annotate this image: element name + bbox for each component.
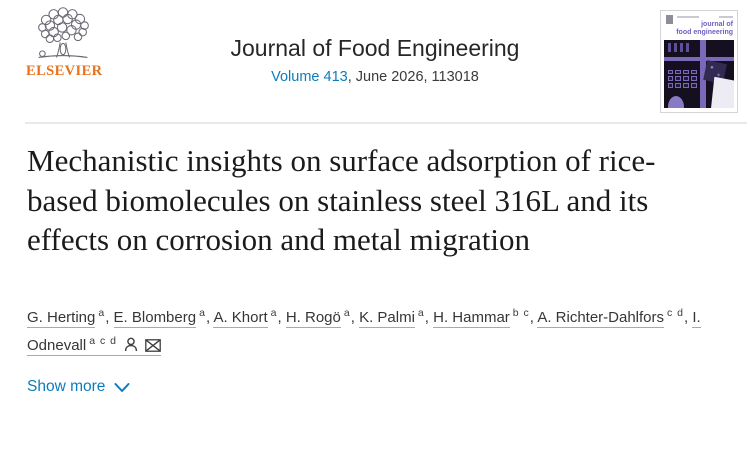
article-title: Mechanistic insights on surface adsorpti… <box>27 143 656 258</box>
elsevier-tree-icon <box>38 7 89 58</box>
author-name: H. Hammar <box>433 309 510 329</box>
author-list: G. Herting a, E. Blomberg a, A. Khort a, H.… <box>27 304 739 360</box>
cover-artwork <box>664 40 734 108</box>
show-more-button[interactable]: Show more <box>27 378 130 396</box>
publisher-name: ELSEVIER <box>26 63 103 79</box>
cover-issn-text <box>719 16 733 18</box>
issue-info: , June 2026, 113018 <box>347 69 479 85</box>
article-main: Mechanistic insights on surface adsorpti… <box>0 141 750 396</box>
author-affiliation-sup: c d <box>667 307 685 320</box>
author-name: E. Blomberg <box>113 309 197 329</box>
journal-title-link[interactable]: Journal of Food Engineering <box>230 35 520 61</box>
author-link[interactable]: , H. Rogö a <box>277 307 351 329</box>
author-affiliation-sup: a <box>270 307 278 320</box>
author-name: A. Richter-Dahlfors <box>537 309 665 329</box>
author-name: K. Palmi <box>359 309 415 329</box>
cover-volume-text <box>677 16 699 18</box>
author-link[interactable]: , E. Blomberg a <box>105 307 206 329</box>
journal-cover-thumbnail[interactable]: journal of food engineering <box>660 10 738 113</box>
author-affiliation-sup: a <box>417 307 425 320</box>
envelope-icon[interactable] <box>145 338 161 352</box>
volume-link[interactable]: Volume 413 <box>271 69 348 85</box>
author-link[interactable]: , K. Palmi a <box>350 307 425 329</box>
author-link[interactable]: , A. Khort a <box>205 307 278 329</box>
author-affiliation-sup: a c d <box>89 334 117 347</box>
cover-journal-title: journal of food engineering <box>676 21 733 36</box>
author-link[interactable]: , I. Odnevall a c d <box>27 309 701 356</box>
header-divider <box>25 122 747 124</box>
author-affiliation-sup: a <box>199 307 206 320</box>
elsevier-logo[interactable]: ELSEVIER <box>26 6 103 80</box>
author-link[interactable]: , H. Hammar b c <box>424 307 530 329</box>
author-name: H. Rogö <box>285 309 341 329</box>
author-affiliation-sup: a <box>343 307 351 320</box>
cover-masthead: journal of food engineering <box>661 11 737 40</box>
person-icon[interactable] <box>124 337 138 352</box>
author-name: I. Odnevall a c d <box>27 309 701 356</box>
author-link[interactable]: , A. Richter-Dahlfors c d <box>529 307 685 329</box>
cover-mini-elsevier-logo <box>666 15 673 24</box>
show-more-label: Show more <box>27 377 106 395</box>
author-affiliation-sup: a <box>98 307 106 320</box>
author-name: A. Khort <box>213 309 268 329</box>
chevron-down-icon <box>114 383 130 393</box>
author-name: G. Herting <box>27 309 96 329</box>
author-link[interactable]: G. Herting a <box>27 307 106 329</box>
author-affiliation-sup: b c <box>512 307 530 320</box>
volume-issue-line: Volume 413, June 2026, 113018 <box>115 69 635 85</box>
article-header: ELSEVIER Journal of Food Engineering Vol… <box>0 0 750 124</box>
journal-banner: Journal of Food Engineering Volume 413, … <box>115 35 635 85</box>
